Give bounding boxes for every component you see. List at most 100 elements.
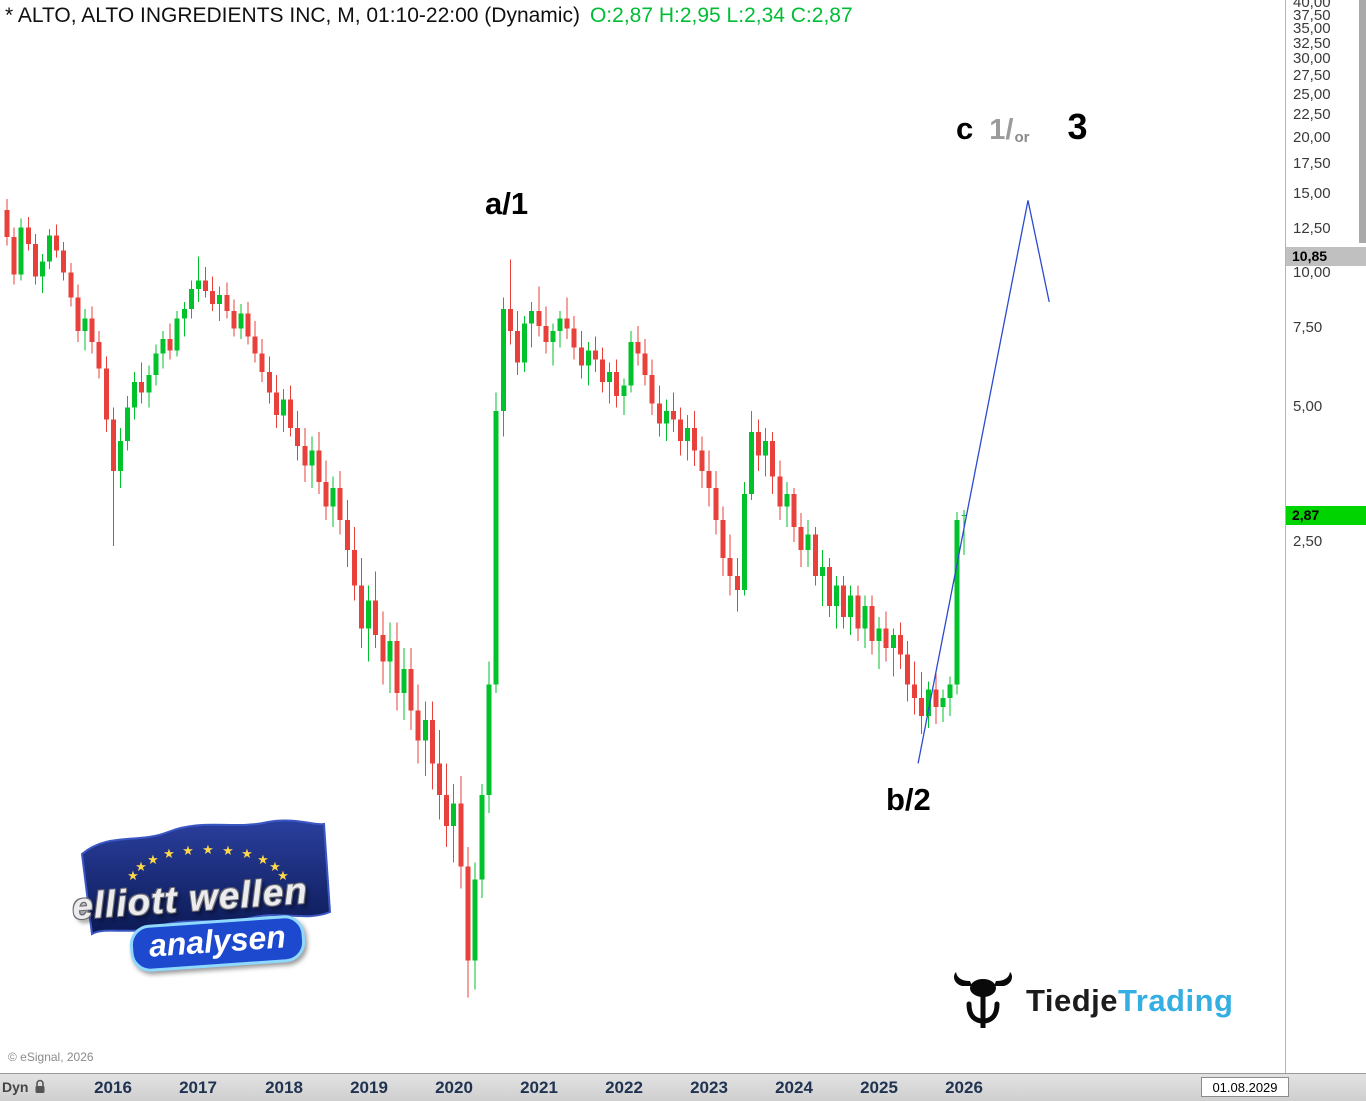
year-label-2021: 2021 (520, 1078, 558, 1097)
candle-body (819, 566, 825, 576)
candle-body (266, 371, 272, 393)
candle-body (465, 866, 471, 961)
candle-body (855, 595, 861, 629)
price-axis-label: 22,50 (1293, 106, 1331, 123)
candle-body (812, 534, 818, 576)
candle-body (841, 585, 847, 617)
price-axis-label: 2,50 (1293, 533, 1323, 550)
candle-body (210, 290, 216, 305)
price-axis-label: 12,50 (1293, 220, 1331, 237)
chart-pane[interactable]: * ALTO, ALTO INGREDIENTS INC, M, 01:10-2… (0, 0, 1285, 1073)
candle-body (685, 427, 691, 442)
year-label-2019: 2019 (350, 1078, 388, 1097)
scrollbar-thumb[interactable] (1359, 0, 1366, 243)
wave-c-1-or-3: c 1/or 3 (956, 106, 1087, 148)
candle-body (543, 325, 549, 342)
candle-body (486, 684, 492, 795)
candle-body (117, 441, 123, 472)
candle-body (132, 381, 138, 408)
candle-body (68, 272, 74, 298)
candle-body (458, 803, 464, 867)
svg-text:★: ★ (257, 852, 269, 867)
candle-body (706, 471, 712, 488)
projection-trendline[interactable] (917, 200, 1050, 764)
svg-text:★: ★ (269, 859, 281, 874)
candle-body (351, 549, 357, 586)
candle-body (826, 566, 832, 606)
candle-body (96, 341, 102, 369)
candle-body (40, 261, 45, 277)
candle-body (281, 399, 286, 416)
bull-icon (954, 972, 1012, 1028)
symbol-info: * ALTO, ALTO INGREDIENTS INC, M, 01:10-2… (5, 4, 580, 27)
candle-body (777, 476, 783, 507)
end-date-box: 01.08.2029 (1201, 1077, 1289, 1097)
candle-body (54, 235, 60, 251)
year-label-2016: 2016 (94, 1078, 132, 1097)
candle-body (621, 385, 627, 396)
session-label: Dyn (2, 1079, 29, 1095)
tiedjetrading-logo: TiedjeTrading (950, 970, 1233, 1032)
candle-body (890, 634, 896, 648)
price-axis-label: 25,00 (1293, 86, 1331, 103)
candle-body (238, 313, 244, 329)
candle-body (947, 684, 953, 698)
candle-body (904, 654, 910, 685)
candle-body (564, 318, 570, 329)
elliott-wellen-logo: ★ ★ ★ ★ ★ ★ ★ ★ ★ ★ ★ elliott wellen analysen (68, 812, 358, 992)
candle-body (359, 585, 364, 629)
candle-body (784, 494, 790, 507)
svg-text:★: ★ (182, 843, 194, 858)
candle-body (366, 600, 372, 629)
candle-body (515, 331, 520, 363)
candle-body (125, 407, 130, 442)
candle-body (557, 318, 563, 332)
candle-body (550, 331, 556, 342)
candle-body (174, 318, 180, 351)
candle-body (89, 318, 95, 342)
candle-body (47, 235, 52, 262)
candle-body (607, 371, 613, 382)
candle-body (834, 585, 839, 606)
candle-body (500, 308, 506, 412)
candle-body (75, 297, 81, 332)
candle-body (798, 527, 804, 550)
svg-text:★: ★ (135, 859, 147, 874)
candle-body (678, 419, 683, 442)
candle-body (181, 308, 187, 319)
candle-body (713, 488, 719, 520)
candle-body (167, 339, 173, 351)
candlestick-chart (4, 199, 1050, 998)
candle-body (316, 450, 322, 483)
candle-body (401, 669, 407, 693)
candle-body (437, 763, 442, 795)
copyright-text: © eSignal, 2026 (8, 1050, 94, 1064)
candle-body (741, 494, 747, 591)
price-axis[interactable]: 40,00 37,50 35,00 32,50 30,00 27,50 25,00 22,50… (1285, 0, 1366, 1073)
candle-body (805, 534, 811, 550)
candle-body (912, 684, 917, 698)
candle-body (869, 605, 875, 642)
candle-body (876, 628, 882, 642)
time-axis[interactable]: Dyn 2016 2017 2018 2019 2020 2021 2022 2023 2024… (0, 1073, 1366, 1101)
candle-body (160, 339, 166, 354)
candle-body (11, 237, 17, 275)
candle-body (4, 210, 10, 238)
candles (4, 199, 967, 998)
price-axis-label: 30,00 (1293, 50, 1331, 67)
price-axis-label: 20,00 (1293, 129, 1331, 146)
candle-body (848, 595, 854, 617)
candle-body (245, 313, 251, 337)
price-axis-label: 27,50 (1293, 67, 1331, 84)
candle-body (373, 600, 379, 635)
candle-body (671, 411, 676, 420)
candle-body (344, 519, 350, 550)
candle-body (380, 634, 386, 662)
lock-icon (35, 1079, 45, 1093)
candle-body (153, 353, 159, 376)
candle-body (727, 558, 733, 576)
price-axis-label: 10,00 (1293, 264, 1331, 281)
candle-body (748, 432, 754, 494)
ohlc-readout: O:2,87 H:2,95 L:2,34 C:2,87 (589, 4, 853, 27)
